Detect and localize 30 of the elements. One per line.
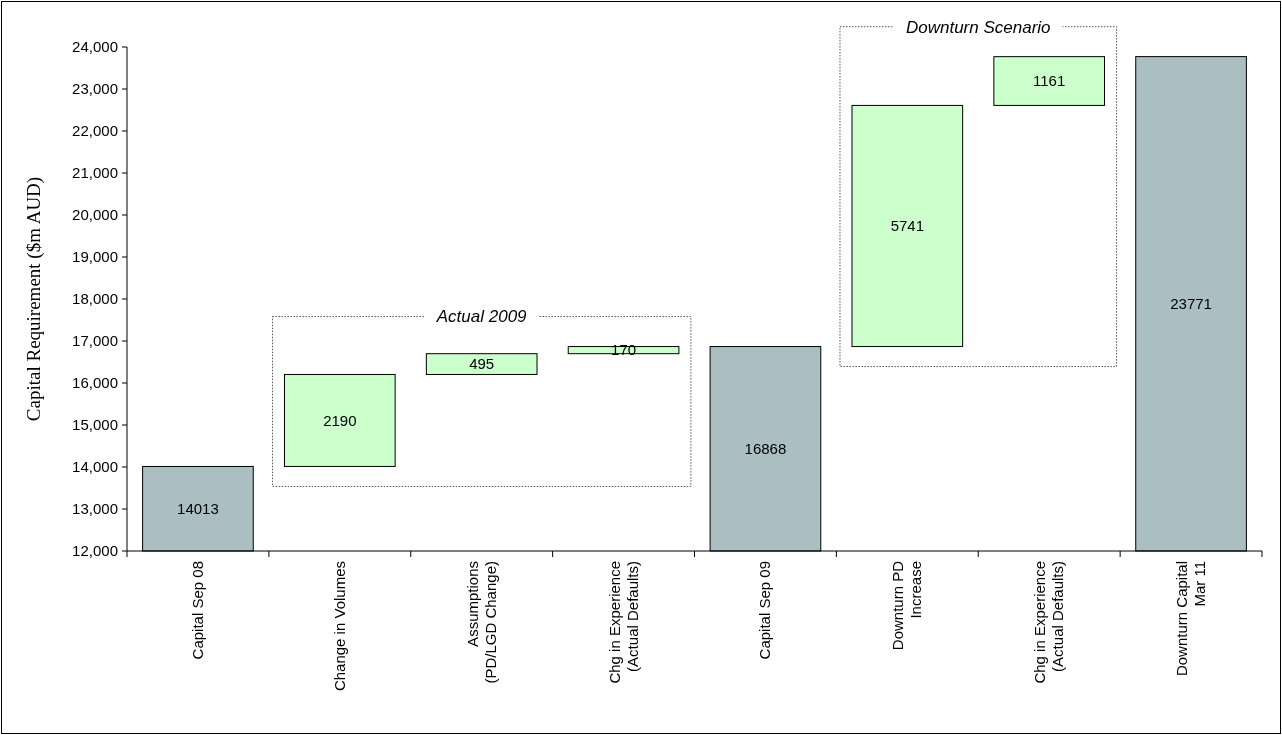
- annotation: Actual 2009: [435, 307, 528, 327]
- y-axis-title: Capital Requirement ($m AUD): [23, 176, 45, 422]
- y-tick-label: 14,000: [72, 458, 118, 476]
- y-tick-label: 20,000: [72, 206, 118, 224]
- data-label: 2190: [323, 411, 357, 429]
- data-label: 5741: [890, 217, 924, 235]
- y-tick-label: 15,000: [72, 416, 118, 434]
- y-tick-label: 19,000: [72, 248, 118, 266]
- y-tick-label: 12,000: [72, 542, 118, 560]
- x-tick-label: Downturn Capital Mar 11: [1173, 561, 1209, 677]
- data-label: 495: [469, 355, 495, 373]
- y-tick-label: 22,000: [72, 122, 118, 140]
- data-label: 14013: [177, 499, 219, 517]
- y-tick-label: 24,000: [72, 38, 118, 56]
- y-tick-label: 17,000: [72, 332, 118, 350]
- data-label: 1161: [1033, 72, 1066, 90]
- y-tick-label: 23,000: [72, 80, 118, 98]
- x-tick-label: Change in Volumes: [330, 561, 348, 692]
- y-tick-label: 13,000: [72, 500, 118, 518]
- data-label: 23771: [1170, 295, 1212, 313]
- y-tick-label: 18,000: [72, 290, 118, 308]
- data-label: 16868: [744, 440, 787, 458]
- x-tick-label: Capital Sep 09: [756, 561, 774, 660]
- y-tick-label: 16,000: [72, 374, 118, 392]
- x-tick-label: Chg in Experience (Actual Defaults): [605, 561, 641, 684]
- x-tick-label: Assumptions (PD/LGD Change): [463, 561, 499, 684]
- y-tick-label: 21,000: [72, 164, 118, 182]
- x-tick-label: Capital Sep 08: [188, 561, 206, 660]
- x-tick-label: Downturn PD Increase: [889, 560, 925, 651]
- x-tick-label: Chg in Experience (Actual Defaults): [1031, 561, 1067, 684]
